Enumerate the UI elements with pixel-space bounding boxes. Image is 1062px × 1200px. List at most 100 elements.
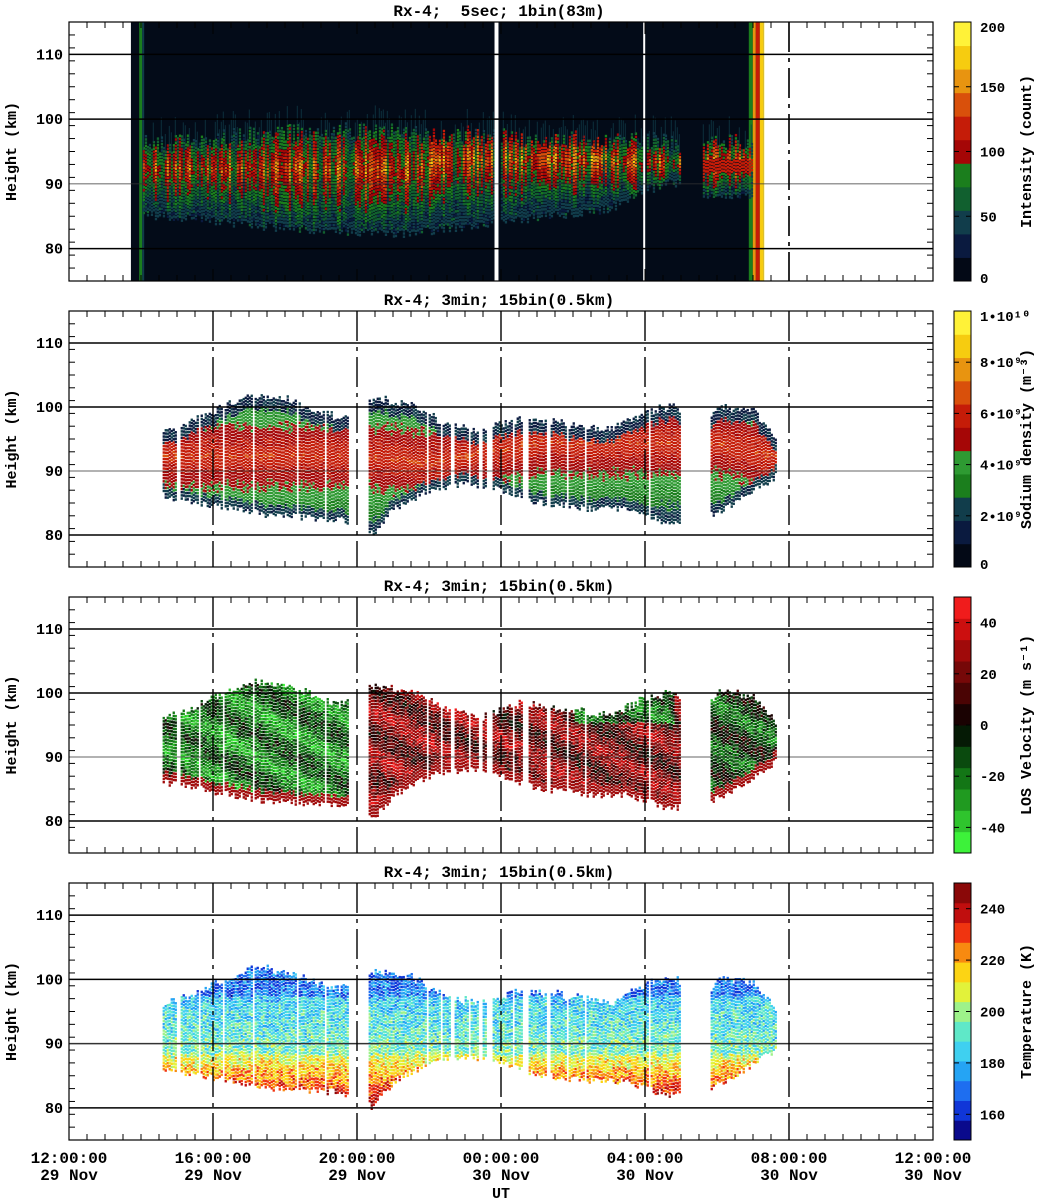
y-tick-label: 80 <box>45 814 63 831</box>
colorbar-segment <box>954 1080 971 1101</box>
x-tick-time: 20:00:00 <box>319 1150 396 1168</box>
y-tick-label: 100 <box>36 972 63 989</box>
panel-3: 80 90 100 110 Height (km) Rx-4; 3min; 15bin(0… <box>4 578 1036 854</box>
colorbar-label: Temperature (K) <box>1019 944 1036 1079</box>
y-axis-label: Height (km) <box>4 102 21 201</box>
y-tick-label: 110 <box>36 908 63 925</box>
colorbar-segment <box>954 767 971 790</box>
y-axis-label: Height (km) <box>4 389 21 488</box>
colorbar-tick-label: 40 <box>980 617 997 633</box>
colorbar-tick-label: 180 <box>980 1057 1005 1073</box>
colorbar-tick-label: 150 <box>980 81 1005 97</box>
colorbar-tick-label: 100 <box>980 146 1005 162</box>
y-tick-label: 90 <box>45 464 63 481</box>
colorbar-segment <box>954 1021 971 1042</box>
colorbar-1: 0 50 100 150 200 Intensity (count) <box>953 21 1036 288</box>
panel-1: 80 90 100 110 Height (km) Rx-4; 5sec; 1bin(83… <box>4 3 1036 288</box>
colorbar-segment <box>954 450 971 475</box>
colorbar-segment <box>954 661 971 683</box>
panel-3-image <box>162 678 777 818</box>
colorbar-segment <box>954 883 971 904</box>
colorbar-label: Sodium density (m⁻³) <box>1019 349 1036 529</box>
colorbar-segment <box>954 45 971 70</box>
colorbar-segment <box>954 497 971 521</box>
colorbar-segment <box>954 703 971 726</box>
panel-title: Rx-4; 5sec; 1bin(83m) <box>393 3 604 21</box>
colorbar-tick-label: 220 <box>980 954 1005 970</box>
colorbar-segment <box>954 543 971 568</box>
colorbar-tick-label: 4•10⁹ <box>980 459 1022 475</box>
colorbar-tick-label: 1•10¹⁰ <box>980 310 1030 326</box>
y-tick-label: 90 <box>45 750 63 767</box>
y-tick-label: 100 <box>36 686 63 703</box>
colorbar-segment <box>954 404 971 428</box>
colorbar-segment <box>954 22 971 47</box>
colorbar-tick-label: 0 <box>980 719 988 735</box>
colorbar-tick-label: 240 <box>980 903 1005 919</box>
y-tick-label: 110 <box>36 622 63 639</box>
y-tick-label: 80 <box>45 242 63 259</box>
colorbar-segment <box>954 922 971 943</box>
x-tick-date: 30 Nov <box>760 1167 818 1185</box>
colorbar-tick-label: 200 <box>980 21 1005 37</box>
colorbar-tick-label: -20 <box>980 770 1005 786</box>
colorbar-tick-label: 6•10⁹ <box>980 407 1022 423</box>
panel-2: 80 90 100 110 Height (km) Rx-4; 3min; 15bin(0… <box>4 292 1036 574</box>
y-tick-label: 90 <box>45 1037 63 1054</box>
colorbar-segment <box>954 311 971 335</box>
x-tick-date: 30 Nov <box>472 1167 530 1185</box>
x-axis-label: UT <box>492 1186 510 1200</box>
colorbar-tick-label: 160 <box>980 1108 1005 1124</box>
colorbar-segment <box>954 682 971 705</box>
colorbar-label: Intensity (count) <box>1019 75 1036 228</box>
colorbar-segment <box>954 116 971 141</box>
colorbar-segment <box>954 618 971 641</box>
colorbar-segment <box>954 210 971 235</box>
panel-1-image <box>130 22 772 281</box>
colorbar-segment <box>954 163 971 188</box>
colorbar-segment <box>954 1060 971 1082</box>
colorbar-segment <box>954 831 971 854</box>
y-tick-label: 80 <box>45 1101 63 1118</box>
colorbar-segment <box>954 1041 971 1062</box>
colorbar-tick-label: 20 <box>980 668 997 684</box>
x-tick-time: 04:00:00 <box>607 1150 684 1168</box>
colorbar-segment <box>954 962 971 983</box>
colorbar-label: LOS Velocity (m s⁻¹) <box>1019 635 1036 815</box>
x-tick-date: 29 Nov <box>328 1167 386 1185</box>
colorbar-segment <box>954 334 971 359</box>
y-tick-label: 90 <box>45 177 63 194</box>
panels: 80 90 100 110 Height (km) Rx-4; 5sec; 1bin(83… <box>4 3 1036 1141</box>
colorbar-tick-label: -40 <box>980 821 1005 837</box>
x-tick-date: 29 Nov <box>184 1167 242 1185</box>
colorbar-segment <box>954 810 971 833</box>
y-axis-label: Height (km) <box>4 962 21 1061</box>
panel-title: Rx-4; 3min; 15bin(0.5km) <box>384 864 614 882</box>
colorbar-2: 0 2•10⁹ 4•10⁹ 6•10⁹ 8•10⁹ 1•10¹⁰ Sodium densit… <box>953 310 1036 574</box>
colorbar-segment <box>954 186 971 211</box>
colorbar-3: -40 -20 0 20 40 LOS Velocity (m s⁻¹) <box>953 596 1036 854</box>
colorbar-segment <box>954 92 971 117</box>
y-tick-label: 110 <box>36 336 63 353</box>
x-tick-date: 29 Nov <box>40 1167 98 1185</box>
colorbar-segment <box>954 942 971 963</box>
panel-title: Rx-4; 3min; 15bin(0.5km) <box>384 292 614 310</box>
colorbar-4: 160 180 200 220 240 Temperature (K) <box>953 882 1036 1141</box>
colorbar-segment <box>954 639 971 662</box>
colorbar-tick-label: 0 <box>980 558 988 574</box>
x-tick-time: 08:00:00 <box>751 1150 828 1168</box>
panel-4-image <box>162 964 777 1110</box>
colorbar-segment <box>954 357 971 382</box>
y-tick-label: 80 <box>45 528 63 545</box>
colorbar-segment <box>954 427 971 452</box>
colorbar-segment <box>954 520 971 545</box>
colorbar-segment <box>954 473 971 498</box>
y-tick-label: 110 <box>36 47 63 64</box>
x-tick-time: 16:00:00 <box>175 1150 252 1168</box>
colorbar-segment <box>954 597 971 619</box>
colorbar-tick-label: 0 <box>980 272 988 288</box>
colorbar-tick-label: 50 <box>980 210 997 226</box>
x-tick-time: 00:00:00 <box>463 1150 540 1168</box>
